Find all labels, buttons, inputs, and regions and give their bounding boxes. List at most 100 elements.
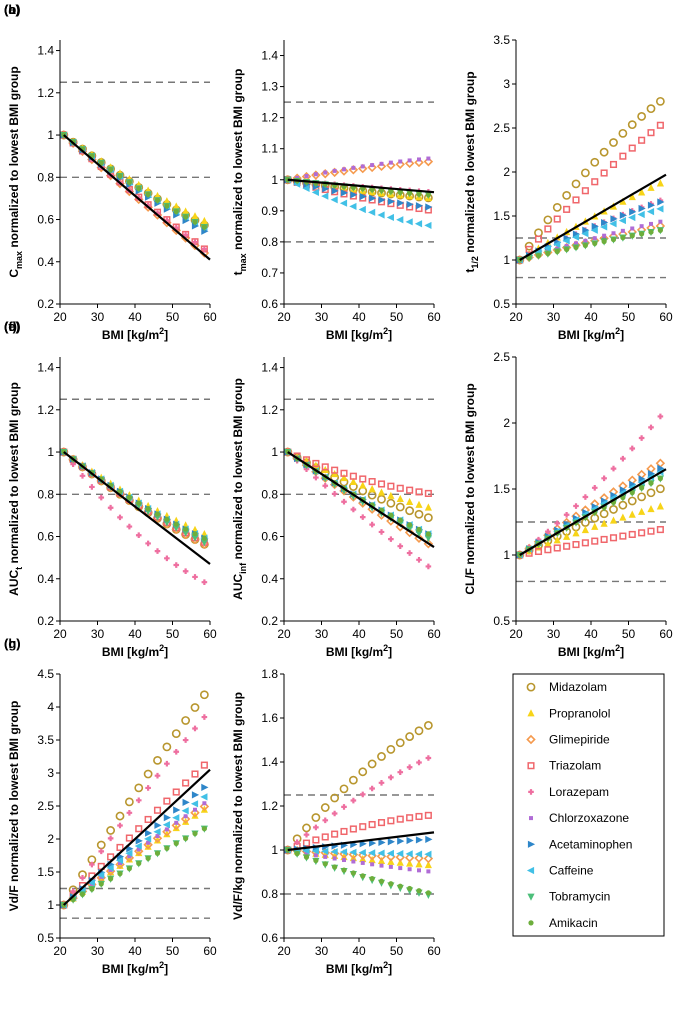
y-tick-label: 3.5	[37, 733, 54, 747]
data-point-chlorzoxazone	[136, 847, 141, 852]
data-point-lorazepam	[416, 557, 422, 563]
data-point-caffeine	[396, 850, 404, 858]
data-point-acetaminophen	[415, 202, 424, 210]
data-point-caffeine	[134, 842, 142, 850]
panel-letter-c: (c)	[4, 2, 20, 17]
data-point-triazolam	[406, 486, 414, 494]
data-point-lorazepam	[638, 435, 645, 441]
data-point-triazolam	[107, 853, 115, 861]
data-point-acetaminophen	[201, 227, 209, 235]
y-axis-label: t1/2 normalized to lowest BMI group	[463, 71, 480, 272]
data-point-triazolam	[359, 823, 367, 831]
data-point-amikacin	[545, 250, 551, 257]
data-point-lorazepam	[70, 888, 76, 895]
data-point-chlorzoxazone	[304, 851, 309, 856]
tobramycin-marker-icon	[527, 893, 535, 901]
data-point-propranolol	[172, 823, 180, 832]
data-point-lorazepam	[563, 511, 570, 518]
chart-panel-e: (e) 0.2 0.4 0.6 0.8 1 1.2 1.4 20 30 40 50 60 BMI [kg/…	[4, 319, 441, 659]
trend-line	[519, 173, 667, 261]
x-tick-label: 40	[352, 310, 366, 324]
data-point-amikacin	[192, 531, 198, 537]
data-point-triazolam	[581, 187, 589, 195]
data-point-lorazepam	[192, 239, 198, 245]
data-point-amikacin	[397, 189, 403, 195]
chart-panel-c: (c) 0.5 1 1.5 2 2.5 3 3.5 20 30 40 50 60 BMI [kg/m2] t…	[4, 2, 673, 342]
data-point-midazolam	[646, 488, 656, 498]
data-point-caffeine	[609, 220, 617, 228]
data-point-amikacin	[416, 888, 422, 894]
data-point-amikacin	[145, 506, 151, 512]
data-point-propranolol	[544, 539, 552, 547]
data-point-amikacin	[388, 512, 394, 518]
panel-letter-g: (g)	[4, 636, 21, 651]
data-point-triazolam	[368, 820, 376, 829]
y-tick-label: 1.8	[261, 667, 278, 681]
data-point-lorazepam	[629, 445, 636, 452]
data-point-caffeine	[330, 848, 338, 856]
data-point-caffeine	[424, 221, 432, 230]
data-point-triazolam	[172, 788, 180, 796]
data-point-caffeine	[321, 847, 329, 855]
data-point-lorazepam	[135, 532, 142, 539]
data-point-glimepiride	[386, 160, 396, 170]
data-point-triazolam	[200, 761, 208, 769]
data-point-amikacin	[657, 227, 663, 233]
data-point-midazolam	[423, 721, 433, 730]
data-point-caffeine	[144, 835, 152, 843]
data-point-caffeine	[396, 216, 404, 224]
data-point-acetaminophen	[591, 222, 599, 230]
data-point-chlorzoxazone	[426, 869, 431, 874]
data-point-propranolol	[340, 473, 348, 482]
trend-line	[287, 178, 435, 194]
x-tick-label: 60	[427, 627, 441, 641]
data-point-midazolam	[330, 793, 340, 803]
data-point-chlorzoxazone	[202, 801, 207, 806]
x-tick-label: 30	[91, 627, 105, 641]
legend-item-acetaminophen: Acetaminophen	[527, 837, 632, 851]
data-point-caffeine	[590, 226, 598, 234]
data-point-midazolam	[358, 767, 368, 777]
x-tick-label: 20	[509, 310, 523, 324]
data-point-lorazepam	[406, 550, 413, 556]
x-tick-label: 30	[315, 627, 329, 641]
data-point-lorazepam	[657, 413, 664, 420]
y-tick-label: 0.6	[37, 530, 54, 544]
triazolam-marker-icon	[527, 762, 535, 770]
data-point-glimepiride	[376, 161, 387, 172]
data-point-amikacin	[108, 876, 114, 882]
data-point-triazolam	[349, 472, 357, 480]
data-point-propranolol	[368, 485, 376, 493]
x-axis-label: BMI [kg/m2]	[326, 643, 392, 659]
legend-label: Tobramycin	[549, 890, 610, 904]
data-point-chlorzoxazone	[164, 827, 169, 832]
data-point-lorazepam	[182, 232, 189, 238]
data-point-propranolol	[609, 516, 618, 524]
data-point-propranolol	[638, 188, 646, 196]
y-axis-label: AUCinf normalized to lowest BMI group	[231, 378, 248, 600]
data-point-chlorzoxazone	[360, 860, 365, 865]
x-tick-label: 30	[547, 310, 561, 324]
data-point-midazolam	[143, 769, 153, 779]
y-tick-label: 0.6	[37, 213, 54, 227]
data-point-triazolam	[182, 779, 190, 787]
data-point-amikacin	[535, 253, 542, 259]
data-point-acetaminophen	[406, 200, 414, 209]
data-point-midazolam	[367, 759, 377, 769]
data-point-lorazepam	[350, 797, 357, 804]
data-point-amikacin	[303, 854, 310, 860]
data-point-midazolam	[115, 811, 125, 821]
data-point-midazolam	[618, 128, 628, 138]
y-tick-label: 0.5	[493, 614, 510, 628]
chart-panel-f: (f) 0.5 1 1.5 2 2.5 20 30 40 50 60 BMI [kg/m2] CL/F …	[4, 319, 673, 659]
data-point-glimepiride	[367, 162, 377, 173]
data-point-midazolam	[124, 797, 134, 807]
data-point-glimepiride	[423, 156, 434, 167]
data-point-lorazepam	[601, 475, 607, 482]
data-point-acetaminophen	[369, 194, 377, 202]
midazolam-marker-icon	[526, 682, 536, 692]
data-point-triazolam	[406, 814, 414, 822]
data-point-acetaminophen	[369, 839, 377, 847]
x-axis-label: BMI [kg/m2]	[102, 326, 168, 342]
